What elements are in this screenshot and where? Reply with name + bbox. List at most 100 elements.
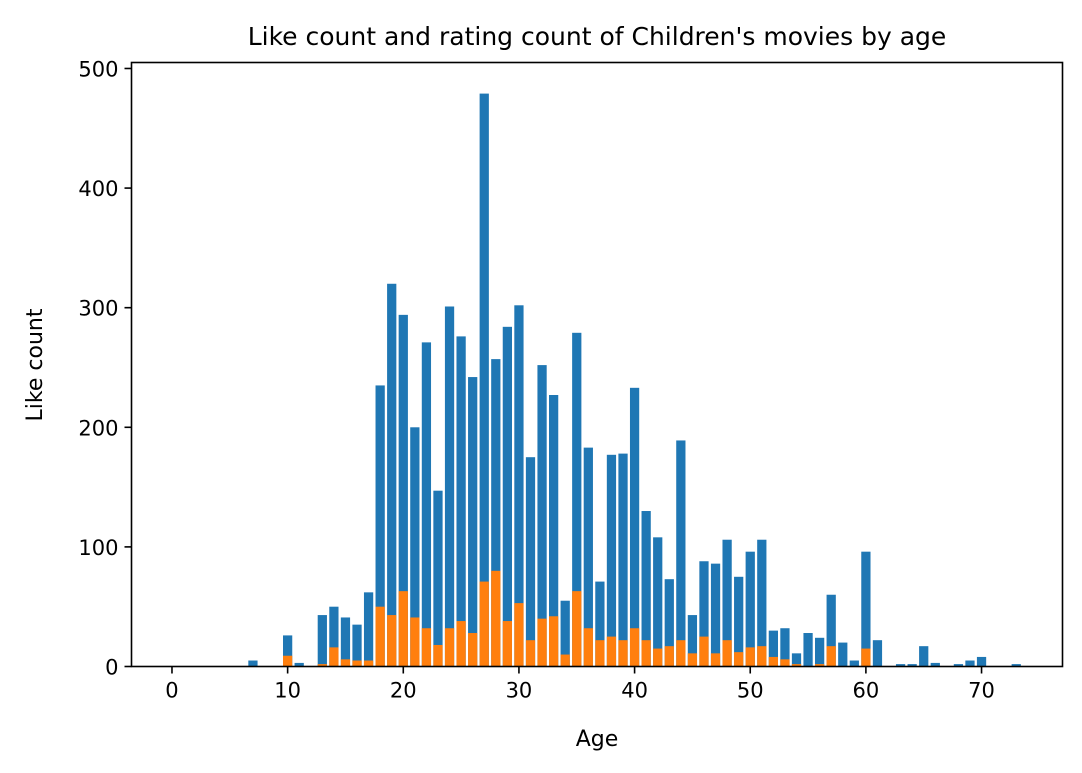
y-tick-label: 0 xyxy=(105,656,118,680)
bar-series1-age-54 xyxy=(791,653,802,667)
bar-series2-age-41 xyxy=(641,640,651,667)
bar-series1-age-65 xyxy=(919,646,929,667)
y-tick-label: 500 xyxy=(78,57,118,81)
bar-series2-age-31 xyxy=(525,640,536,667)
bar-series2-age-16 xyxy=(352,660,362,667)
bar-series2-age-24 xyxy=(444,628,455,667)
bar-series2-age-33 xyxy=(549,616,559,667)
bar-series1-age-69 xyxy=(965,660,975,667)
bar-series1-age-64 xyxy=(907,664,917,667)
x-tick-label: 30 xyxy=(506,679,533,703)
bar-series2-age-20 xyxy=(398,591,408,667)
bar-series2-age-44 xyxy=(676,640,686,667)
bar-series1-age-43 xyxy=(664,579,674,667)
bar-series1-age-68 xyxy=(953,664,964,667)
bar-series1-age-31 xyxy=(525,457,536,667)
bar-series2-age-45 xyxy=(687,653,698,667)
bar-series1-age-38 xyxy=(606,454,617,667)
bar-series1-age-73 xyxy=(1011,664,1021,667)
bar-series1-age-19 xyxy=(387,283,397,667)
bar-series1-age-37 xyxy=(595,581,605,667)
x-tick-label: 0 xyxy=(165,679,178,703)
bar-series1-age-25 xyxy=(456,336,466,667)
bar-series2-age-53 xyxy=(780,659,790,667)
bar-series1-age-66 xyxy=(930,662,940,667)
bar-series1-age-24 xyxy=(444,306,455,667)
bar-series1-age-29 xyxy=(502,326,512,667)
x-tick-label: 60 xyxy=(853,679,880,703)
bar-series2-age-14 xyxy=(329,647,339,667)
x-axis-label: Age xyxy=(576,727,619,752)
bar-series1-age-14 xyxy=(329,606,339,667)
bar-series2-age-51 xyxy=(757,646,767,667)
bar-series1-age-47 xyxy=(710,563,721,667)
bar-series1-age-41 xyxy=(641,511,651,667)
bar-series2-age-10 xyxy=(283,655,293,667)
bar-series1-age-23 xyxy=(433,490,443,667)
bar-series1-age-20 xyxy=(398,314,408,667)
bar-series2-age-29 xyxy=(502,621,512,667)
bar-series2-age-30 xyxy=(514,603,524,667)
x-tick-label: 70 xyxy=(968,679,995,703)
x-tick-label: 20 xyxy=(390,679,417,703)
bar-series1-age-28 xyxy=(491,359,501,667)
bar-series1-age-49 xyxy=(734,576,744,667)
bar-series2-age-54 xyxy=(791,664,802,667)
bar-series1-age-63 xyxy=(895,664,906,667)
bar-series2-age-13 xyxy=(317,664,327,667)
bar-series2-age-42 xyxy=(653,648,663,667)
bar-series1-age-32 xyxy=(537,365,547,667)
bar-series1-age-13 xyxy=(317,615,327,667)
y-tick-label: 200 xyxy=(78,416,118,440)
bar-series2-age-36 xyxy=(583,628,593,667)
bar-series1-age-56 xyxy=(815,637,825,667)
bar-series1-age-51 xyxy=(757,539,767,667)
bar-series1-age-15 xyxy=(340,617,351,667)
plot-frame xyxy=(130,61,1064,668)
bar-series1-age-16 xyxy=(352,624,362,667)
y-axis-label: Like count xyxy=(23,308,48,421)
bar-series2-age-17 xyxy=(363,660,374,667)
bar-series1-age-58 xyxy=(838,642,848,667)
bar-series2-age-32 xyxy=(537,618,547,667)
bar-series1-age-60 xyxy=(861,551,871,667)
bar-series1-age-40 xyxy=(629,387,640,667)
bar-series1-age-70 xyxy=(976,656,987,667)
bar-series2-age-39 xyxy=(618,640,628,667)
bar-series1-age-59 xyxy=(849,660,859,667)
bar-series1-age-34 xyxy=(560,600,570,667)
bar-series2-age-57 xyxy=(826,646,836,667)
bar-series2-age-26 xyxy=(468,633,478,667)
x-axis-ticks: 0 10 20 30 40 50 60 70 xyxy=(165,666,995,703)
bar-series1-age-57 xyxy=(826,594,836,667)
bar-series2-age-49 xyxy=(734,652,744,667)
bar-series1-age-21 xyxy=(410,427,420,667)
bar-series2-age-28 xyxy=(491,570,501,667)
bar-series1-age-46 xyxy=(699,561,709,667)
bar-series1-age-26 xyxy=(468,377,478,667)
bar-series1-age-44 xyxy=(676,440,686,667)
bar-series2-age-19 xyxy=(387,615,397,667)
bar-series2-age-50 xyxy=(745,647,755,667)
bar-series1-age-42 xyxy=(653,537,663,667)
bar-series2-age-27 xyxy=(479,581,489,667)
bar-series2-age-34 xyxy=(560,654,570,667)
bar-series1-age-52 xyxy=(768,630,778,667)
bar-series1-age-61 xyxy=(872,640,883,667)
bar-series2-age-46 xyxy=(699,636,709,667)
bar-series1-age-36 xyxy=(583,447,593,667)
y-tick-label: 400 xyxy=(78,177,118,201)
x-tick-label: 50 xyxy=(737,679,764,703)
bar-series1-age-39 xyxy=(618,453,628,667)
y-tick-label: 300 xyxy=(78,297,118,321)
bar-series2-age-48 xyxy=(722,640,732,667)
bar-series1-age-18 xyxy=(375,385,385,667)
bar-series1-age-45 xyxy=(687,615,698,667)
bar-series1-age-53 xyxy=(780,628,790,667)
bar-series1-age-50 xyxy=(745,551,755,667)
y-axis-ticks: 0 100 200 300 400 500 xyxy=(78,57,132,680)
bar-series1-age-35 xyxy=(572,332,582,667)
bar-series2-age-60 xyxy=(861,648,871,667)
bar-series2-age-40 xyxy=(629,628,640,667)
